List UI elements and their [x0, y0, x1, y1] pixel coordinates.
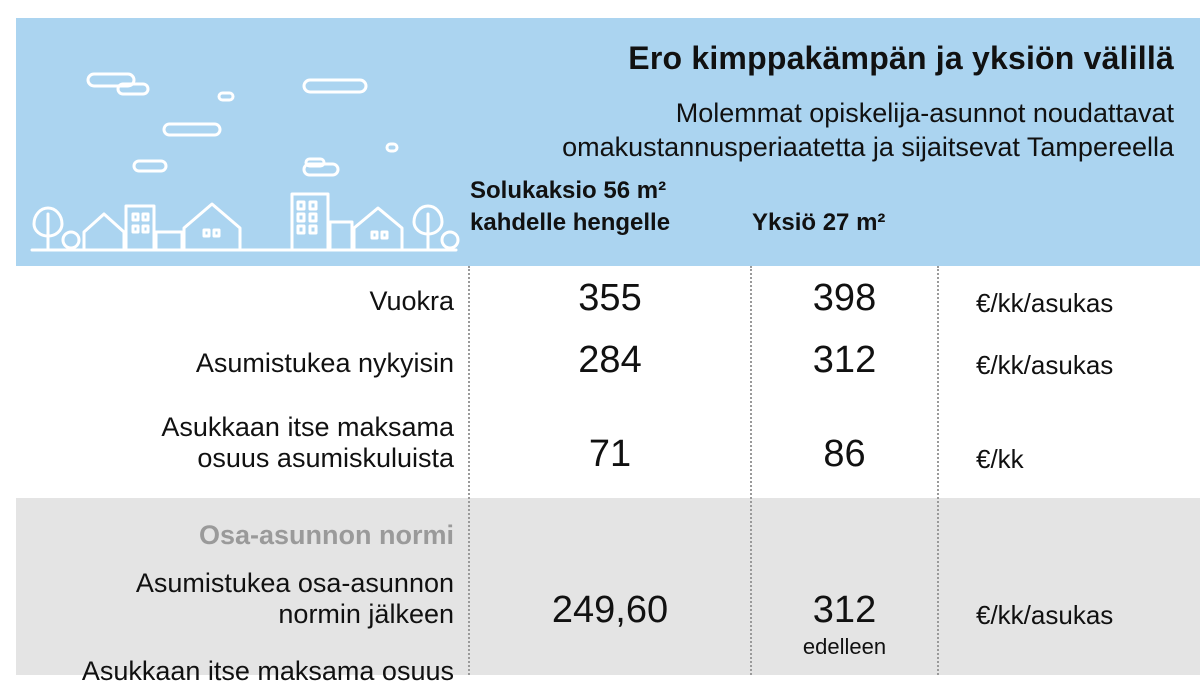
unit-allowance: €/kk/asukas — [976, 350, 1114, 380]
subtitle-line: Molemmat opiskelija-asunnot noudattavat — [675, 98, 1174, 128]
note-still: edelleen — [802, 634, 887, 659]
city-skyline-with-clouds-icon — [30, 72, 460, 252]
page-title: Ero kimppakämpän ja yksiön välillä — [628, 40, 1174, 76]
header-panel: Ero kimppakämpän ja yksiön välillä Molem… — [16, 18, 1200, 266]
row-label-line: normin jälkeen — [278, 599, 454, 629]
row-label-housing-allowance: Asumistukea nykyisin — [195, 348, 454, 378]
column-header-shared-flat: Solukaksio 56 m² kahdelle hengelle — [470, 175, 670, 239]
value-allowance-after-norm-shared: 249,60 — [551, 589, 669, 631]
value-allowance-after-norm-studio: 312 — [812, 589, 877, 631]
value-own-share-studio: 86 — [823, 433, 866, 475]
norm-section-background — [16, 498, 1200, 675]
row-label-own-share-after-norm: Asukkaan itse maksama osuus — [81, 656, 454, 686]
section-heading-norm: Osa-asunnon normi — [198, 520, 454, 550]
value-own-share-shared: 71 — [588, 433, 632, 475]
value-rent-shared: 355 — [578, 277, 642, 319]
row-label-rent: Vuokra — [369, 286, 454, 316]
row-label-line: osuus asumiskuluista — [197, 443, 454, 473]
value-allowance-studio: 312 — [812, 339, 877, 381]
column-divider — [750, 266, 752, 675]
row-label-line: Asukkaan itse maksama — [161, 412, 454, 442]
row-label-own-share: Asukkaan itse maksama osuus asumiskuluis… — [161, 412, 454, 474]
row-label-line: Asumistukea osa-asunnon — [135, 568, 454, 598]
row-label-allowance-after-norm: Asumistukea osa-asunnon normin jälkeen — [136, 568, 454, 630]
unit-allowance-after-norm: €/kk/asukas — [976, 600, 1114, 630]
value-allowance-shared: 284 — [578, 339, 642, 381]
unit-rent: €/kk/asukas — [976, 288, 1114, 318]
subtitle: Molemmat opiskelija-asunnot noudattavat … — [354, 96, 1174, 164]
column-header-line: kahdelle hengelle — [470, 209, 671, 236]
column-header-line: Solukaksio 56 m² — [470, 177, 667, 204]
subtitle-line: omakustannusperiaatetta ja sijaitsevat T… — [562, 132, 1174, 162]
column-header-studio: Yksiö 27 m² — [752, 209, 886, 236]
unit-own-share: €/kk — [976, 444, 1024, 474]
column-divider — [937, 266, 939, 675]
column-divider — [468, 266, 470, 675]
value-rent-studio: 398 — [812, 277, 877, 319]
